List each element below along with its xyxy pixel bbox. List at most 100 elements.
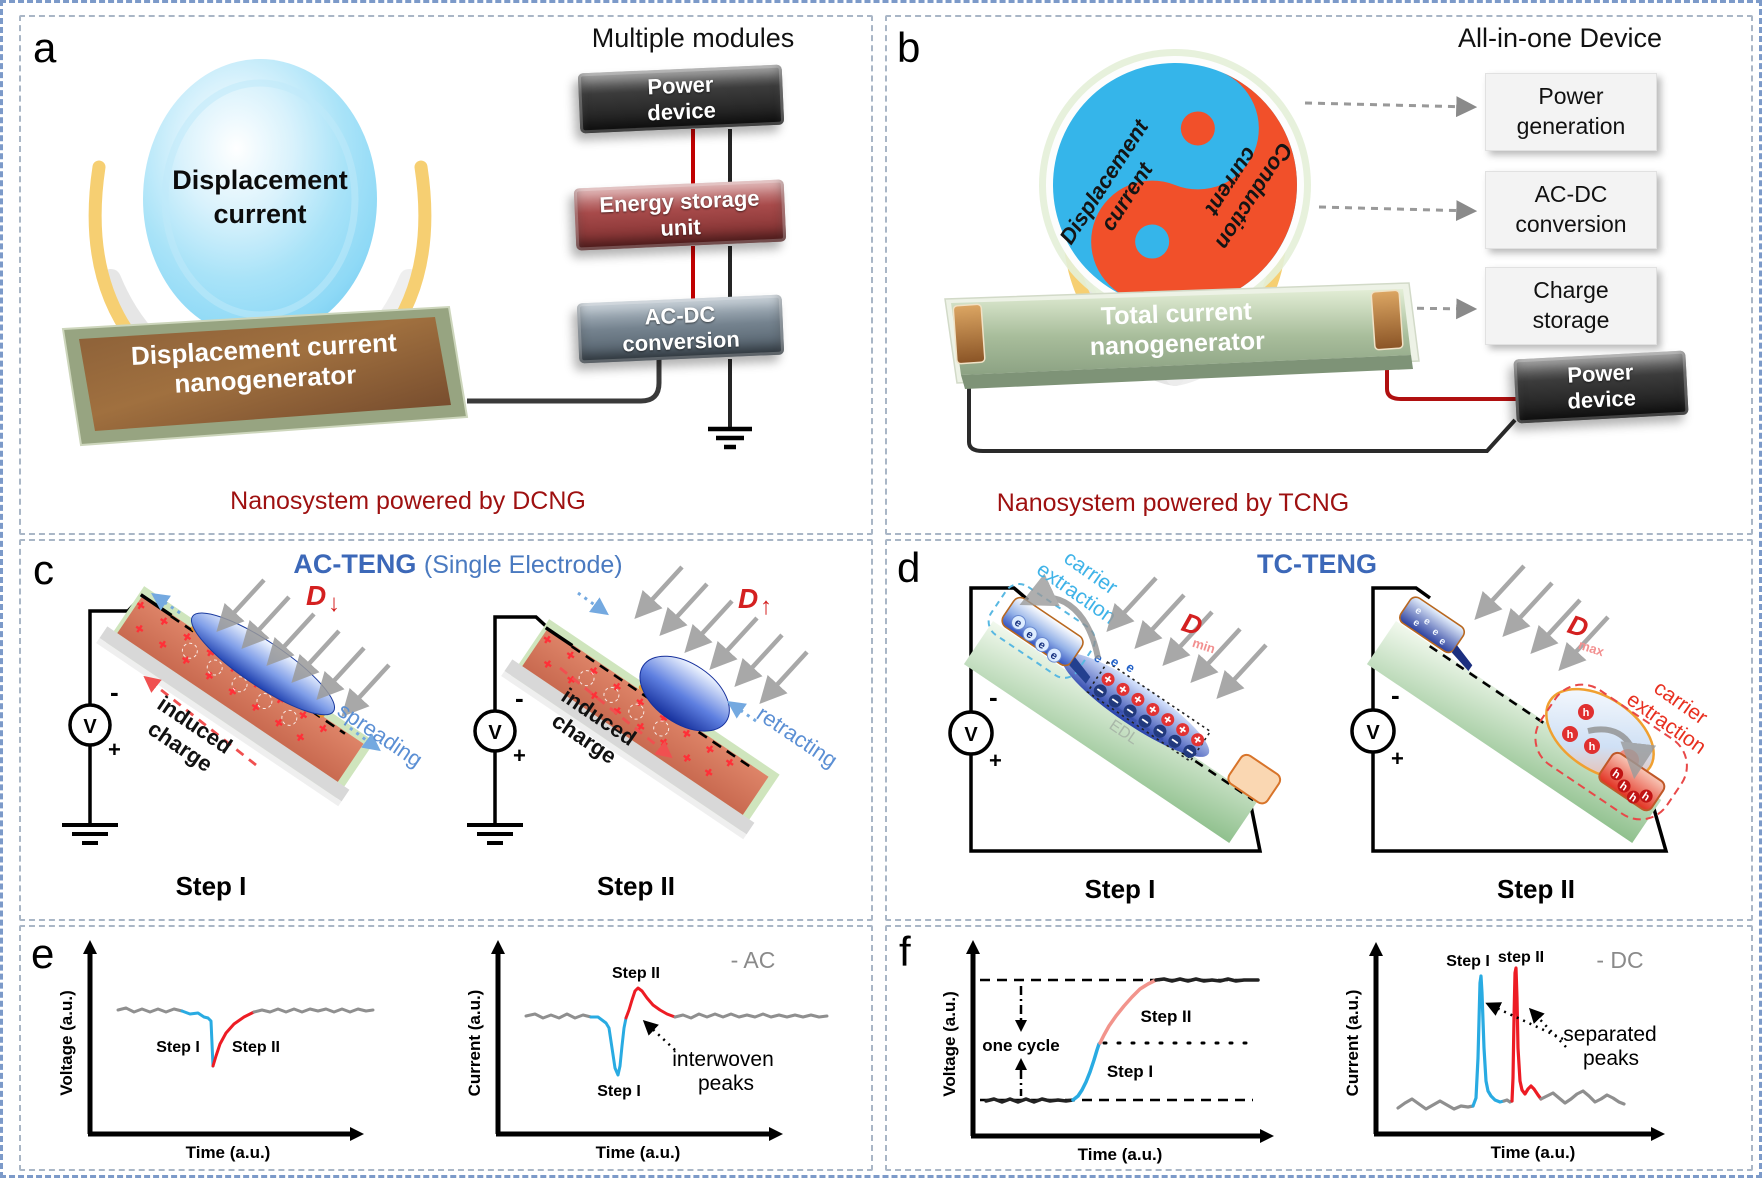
tcng-wires [967,355,1519,453]
axes [966,940,1274,1143]
tcng-slab: Total current nanogenerator [944,282,1420,389]
d-field-arrow: ↓ [328,590,340,617]
voltmeter [473,709,517,753]
current-trace [524,986,829,1077]
inclined-device [1366,596,1662,844]
panel-c-heading: AC-TENG (Single Electrode) [258,549,658,580]
plus-terminal: + [989,748,1002,773]
note-line2: peaks [698,1072,754,1095]
panel-b-power-device: Power device [1513,350,1689,424]
sphere-label-line2: current [213,199,306,229]
note-line1: interwoven [672,1048,774,1071]
spread-arrow-top [151,592,181,615]
d-field-arrow: ↑ [760,593,772,620]
separated-peaks-arrows [1485,1002,1567,1048]
yinyang-red-dot [1180,111,1215,146]
feature-acdc-line1: AC-DC [1534,181,1608,208]
voltmeter-label: V [488,722,502,744]
tcng-electrode-left [952,303,986,365]
sphere-label-line1: Displacement [172,165,348,195]
step2-label: step II [1498,949,1544,966]
dcng-slab: Displacement current nanogenerator [61,305,469,447]
x-axis-label: Time (a.u.) [1491,1143,1576,1162]
minus-terminal: - [110,677,119,707]
feature-power-generation-line2: generation [1516,113,1626,139]
feature-power-generation-line1: Power [1538,83,1604,110]
step2-label: Step II [232,1039,280,1056]
ground-symbol [708,426,752,450]
module-acdc-conversion: AC-DC conversion [576,294,785,364]
voltmeter-label: V [964,724,978,746]
d-field-label-group: D min [1178,607,1217,656]
x-axis-label: Time (a.u.) [596,1143,681,1162]
feature-acdc-line2: conversion [1515,211,1627,237]
module-acdc-line1: AC-DC [643,301,716,330]
note-line2: peaks [1583,1047,1639,1070]
panel-a-diagram: Displacement current Displacement curren… [61,59,752,450]
feature-charge-storage: Charge storage [1485,267,1657,345]
panel-b-heading: All-in-one Device [1457,23,1663,53]
module-power-device: Power device [577,64,785,134]
water-droplet [639,655,730,732]
voltmeter-label: V [83,716,97,738]
yinyang-symbol: Displacement current Conduction current [1039,48,1311,321]
inclined-device: EDL [963,583,1282,844]
displacement-current-sphere: Displacement current [143,59,377,339]
pressing-arrows [1106,576,1268,699]
yinyang-blue-dot [1135,224,1170,259]
d-field-label: D [306,580,326,611]
carrier-extraction-arrow [1587,726,1657,780]
module-energy-storage-line1: Energy storage [598,185,760,218]
axes [1369,942,1665,1141]
tcng-electrode-right [1370,289,1404,351]
module-acdc-line2: conversion [621,326,741,357]
panel-b-caption: Nanosystem powered by TCNG [996,489,1350,517]
note-line1: separated [1563,1023,1656,1046]
panel-d-label: d [897,544,921,591]
ac-tag: - AC [731,947,776,973]
voltmeter [948,710,994,756]
step1-label: Step I [597,1083,641,1100]
panel-b-power-device-line1: Power [1566,358,1634,388]
panel-c-heading-detail: (Single Electrode) [423,551,623,579]
dc-tag: - DC [1596,947,1643,973]
step-caption: Step II [597,871,675,901]
d-field-label: D [738,583,758,614]
panel-f-voltage-plot: Voltage (a.u.) Time (a.u.) one cycle Ste… [940,940,1274,1164]
panel-a-heading: Multiple modules [591,23,795,53]
voltmeter-label: V [1366,722,1380,744]
y-axis-label: Voltage (a.u.) [940,991,959,1096]
module-energy-storage-line2: unit [659,214,702,241]
retract-arrow-top [577,591,609,616]
voltmeter [1350,708,1396,754]
one-cycle-label: one cycle [982,1036,1060,1055]
tcng-label-line1: Total current [1100,297,1252,330]
panel-c-step1-diagram: V - + [62,578,427,901]
panel-a-label: a [33,24,57,71]
panel-c-heading-name: AC-TENG [293,549,417,579]
panel-f-box [885,925,1753,1171]
panel-d-heading: TC-TENG [1257,549,1377,579]
panel-d-step1-diagram: e e V - + [948,546,1282,904]
carrier-extraction-label: carrier extraction [1622,676,1711,758]
plus-terminal: + [108,737,121,762]
panel-e-current-plot: Current (a.u.) Time (a.u.) - AC Step II … [465,940,829,1162]
panel-e-voltage-plot: Voltage (a.u.) Time (a.u.) Step I Step I… [57,940,375,1162]
panel-e-box [19,925,873,1171]
minus-terminal: - [1391,680,1400,710]
plus-terminal: + [1391,746,1404,771]
circuit-step2 [1371,586,1669,853]
module-energy-storage: Energy storage unit [573,179,787,251]
circuit-step2 [493,615,550,825]
voltage-trace [984,977,1260,1104]
x-axis-label: Time (a.u.) [1078,1145,1163,1164]
step2-label: Step II [1140,1007,1191,1026]
panel-b-power-device-line2: device [1566,385,1637,414]
step-caption: Step II [1497,874,1575,904]
minus-terminal: - [515,683,524,713]
spread-arrow-bottom [349,726,381,752]
minus-terminal: - [989,682,998,712]
y-axis-label: Current (a.u.) [465,990,484,1097]
y-axis-label: Voltage (a.u.) [57,990,76,1095]
